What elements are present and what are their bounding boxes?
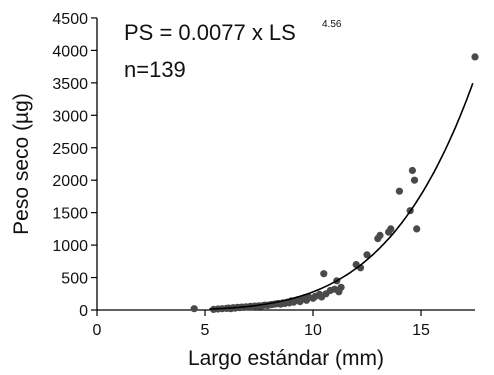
y-tick-label: 0 [79,303,88,320]
y-tick-label: 2000 [52,173,88,190]
fit-curve [209,82,474,310]
y-tick-label: 4000 [52,43,88,60]
data-point [376,231,384,239]
data-point [471,53,479,61]
equation-exponent: 4.56 [322,19,342,30]
data-point [363,251,371,259]
y-tick-label: 1500 [52,206,88,223]
y-tick-label: 1000 [52,238,88,255]
x-tick-label: 10 [304,322,322,339]
equation-text: PS = 0.0077 x LS [124,20,296,45]
data-points [190,53,479,313]
data-point [190,305,198,313]
y-axis-title: Peso seco (µg) [10,93,33,235]
data-point [337,283,345,291]
y-tick-label: 2500 [52,141,88,158]
data-point [413,225,421,233]
y-tick-label: 4500 [52,11,88,28]
sample-size-annotation: n=139 [124,57,186,82]
data-point [410,176,419,184]
x-tick-label: 5 [201,322,210,339]
data-point [320,270,328,278]
y-tick-label: 500 [61,271,88,288]
equation-annotation: PS = 0.0077 x LS [124,20,296,45]
x-tick-label: 0 [93,322,102,339]
data-point [395,187,403,195]
data-point [408,166,416,175]
x-tick-label: 15 [412,322,430,339]
tick-group: 0 5 10 15 0 500 1000 1500 2000 2500 3000 3500 4000 45… [52,11,430,339]
data-point [387,225,395,233]
axes [96,17,475,311]
x-axis-title: Largo estándar (mm) [188,347,384,370]
y-tick-label: 3500 [52,76,88,93]
y-tick-label: 3000 [52,108,88,125]
